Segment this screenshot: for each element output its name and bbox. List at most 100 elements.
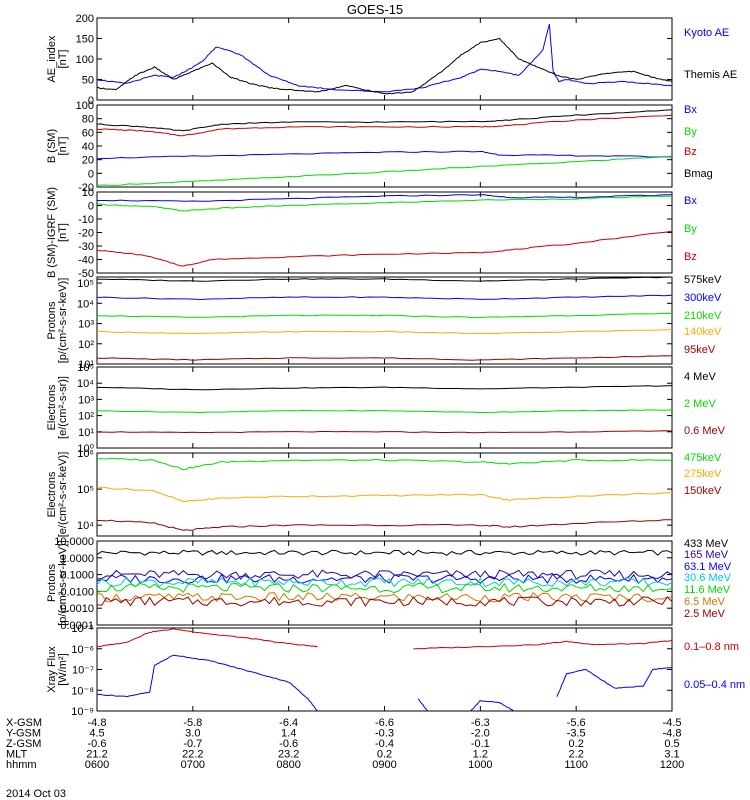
orbit-value: -6.4 <box>279 717 298 729</box>
y-tick-label: 0 <box>88 95 94 107</box>
orbit-value: -4.8 <box>88 717 107 729</box>
orbit-value: 0700 <box>181 759 205 771</box>
legend-entry: Bz <box>684 146 697 158</box>
series-line-0-05-0-4-nm <box>417 698 429 712</box>
legend-entry: 63.1 MeV <box>684 561 732 573</box>
orbit-value: 0.2 <box>377 749 392 761</box>
panel-7: 0.0001 0.0010 0.0100 0.1000 1.0000 10.0000 Pro… <box>46 536 732 632</box>
y-tick-label: 10⁴ <box>77 520 94 532</box>
series-line-4-mev <box>96 385 673 391</box>
y-tick-label: 20 <box>82 155 94 167</box>
y-tick-label: 60 <box>82 127 94 139</box>
legend-entry: 0.6 MeV <box>684 425 726 437</box>
legend-entry: 140keV <box>684 326 722 338</box>
y-tick-label: 200 <box>76 13 94 25</box>
y-tick-label: 0 <box>88 201 94 213</box>
orbit-value: 22.2 <box>182 749 203 761</box>
legend-entry: 475keV <box>684 452 722 464</box>
orbit-value: 23.2 <box>278 749 299 761</box>
legend-entry: Kyoto AE <box>684 27 729 39</box>
orbit-value: -0.6 <box>88 738 107 750</box>
legend-entry: Bmag <box>684 168 713 180</box>
y-axis-label: [W/m²] <box>57 653 69 685</box>
series-line-2-5-mev <box>96 596 673 607</box>
legend-entry: 150keV <box>684 485 722 497</box>
y-tick-label: -10 <box>78 214 94 226</box>
y-tick-label: -40 <box>78 255 94 267</box>
y-axis-label: Electrons <box>46 384 58 430</box>
date-label: 2014 Oct 03 <box>6 788 66 800</box>
y-tick-label: 40 <box>82 141 94 153</box>
y-axis-label: [nT] <box>57 137 69 156</box>
y-tick-label: 0.0001 <box>60 620 94 632</box>
legend-entry: 6.5 MeV <box>684 596 726 608</box>
orbit-value: -0.1 <box>471 738 490 750</box>
orbit-row-label: X-GSM <box>6 717 42 729</box>
series-line-0-05-0-4-nm <box>96 654 318 712</box>
y-tick-label: 10⁶ <box>77 448 94 460</box>
orbit-value: 0800 <box>276 759 300 771</box>
legend-entry: 2.5 MeV <box>684 608 726 620</box>
orbit-value: -6.6 <box>375 717 394 729</box>
legend-entry: 95keV <box>684 344 716 356</box>
orbit-row-label: MLT <box>6 749 27 761</box>
orbit-value: 0600 <box>85 759 109 771</box>
orbit-row-label: Z-GSM <box>6 738 41 750</box>
orbit-value: 1000 <box>468 759 492 771</box>
series-line-0-05-0-4-nm <box>556 666 673 697</box>
orbit-value: 1100 <box>564 759 588 771</box>
series-line-165-mev <box>96 569 673 580</box>
orbit-value: 3.0 <box>185 728 200 740</box>
legend-entry: 275keV <box>684 468 722 480</box>
panel-4: 10¹ 10² 10³ 10⁴ 10⁵ Protons [p/(cm²-s-sr-keV)]… <box>46 274 722 371</box>
orbit-value: 1.2 <box>473 749 488 761</box>
legend-entry: 30.6 MeV <box>684 572 732 584</box>
series-line-by <box>96 155 673 186</box>
y-tick-label: 10³ <box>78 319 94 331</box>
y-tick-label: 10⁻⁸ <box>71 685 94 697</box>
y-tick-label: 10² <box>78 339 94 351</box>
y-tick-label: 0 <box>88 168 94 180</box>
series-line-150kev <box>96 519 672 531</box>
legend-entry: 300keV <box>684 292 722 304</box>
y-tick-label: 0.1000 <box>60 570 94 582</box>
orbit-value: -2.0 <box>471 728 490 740</box>
y-tick-label: 10⁻⁹ <box>71 706 94 718</box>
series-line-bz <box>96 114 673 137</box>
series-line-0-6-mev <box>97 430 673 434</box>
orbit-value: 3.1 <box>664 749 679 761</box>
y-tick-label: -50 <box>78 268 94 280</box>
y-tick-label: 100 <box>76 100 94 112</box>
orbit-value: -4.8 <box>663 728 682 740</box>
series-line-2-mev <box>96 409 673 414</box>
legend-entry: 575keV <box>684 274 722 286</box>
y-tick-label: 0.0010 <box>60 603 94 615</box>
y-tick-label: 10⁰ <box>77 443 94 455</box>
y-tick-label: 10¹ <box>78 427 94 439</box>
y-axis-label: Xray Flux <box>46 646 58 693</box>
series-line-0-1-0-8-nm <box>413 640 673 650</box>
series-line-0-05-0-4-nm <box>470 699 515 712</box>
panel-3: -50-40 -30-20 -100 10 B (SM)-IGRF (SM) [nT] Bx… <box>46 187 697 280</box>
legend-entry: 0.05–0.4 nm <box>684 679 745 691</box>
y-tick-label: -20 <box>78 182 94 194</box>
panel-frame <box>96 191 673 274</box>
y-tick-label: 0.0100 <box>60 586 94 598</box>
orbit-table: X-GSM -4.8 -5.8 -6.4 -6.6 -6.3 -5.6 -4.5 Y-GSM 4.… <box>6 717 684 771</box>
legend-entry: Bx <box>684 195 697 207</box>
series-line-themis-ae <box>96 37 673 95</box>
y-tick-label: 10³ <box>78 394 94 406</box>
series-line-210kev <box>96 312 673 319</box>
y-axis-label: [nT] <box>57 50 69 69</box>
y-tick-label: 10 <box>82 187 94 199</box>
y-axis-label: [nT] <box>57 223 69 242</box>
y-tick-label: 10² <box>78 411 94 423</box>
series-line-95kev <box>96 355 673 361</box>
panel-frame <box>96 17 673 101</box>
y-tick-label: 10⁻⁵ <box>71 623 94 635</box>
orbit-value: 2.2 <box>569 749 584 761</box>
y-tick-label: 10⁵ <box>77 484 94 496</box>
y-tick-label: 10⁻⁷ <box>72 665 94 677</box>
